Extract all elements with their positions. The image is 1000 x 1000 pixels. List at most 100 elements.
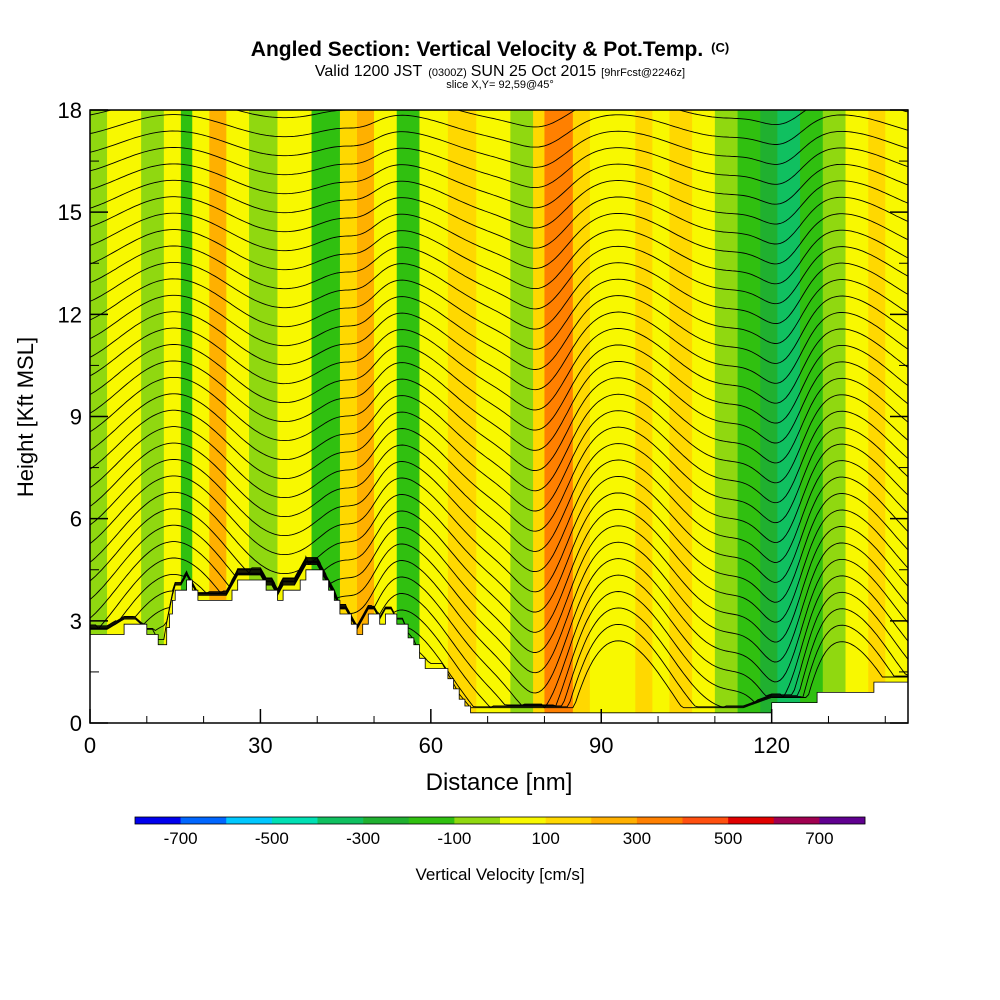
velocity-field xyxy=(90,110,908,723)
colorbar-swatch xyxy=(819,817,866,824)
x-tick-label: 120 xyxy=(753,733,790,758)
colorbar-label: Vertical Velocity [cm/s] xyxy=(415,865,584,884)
velocity-band xyxy=(447,110,477,723)
theta-contour-line xyxy=(90,409,908,512)
colorbar: -700 -500 -300 -100 100 300 500 700 Vertical Vel… xyxy=(134,816,866,884)
velocity-band xyxy=(163,110,182,723)
theta-contour-line xyxy=(90,344,908,431)
y-tick-label: 18 xyxy=(58,98,82,123)
colorbar-swatch xyxy=(454,817,501,824)
theta-contour-line xyxy=(90,541,908,674)
colorbar-tick-label: 300 xyxy=(623,829,651,848)
theta-contour-line xyxy=(90,524,908,653)
colorbar-swatch xyxy=(545,817,592,824)
theta-contour-line xyxy=(90,557,908,694)
colorbar-swatch xyxy=(226,817,273,824)
theta-contour-line xyxy=(90,459,908,573)
velocity-band xyxy=(777,110,801,723)
theta-contour-line xyxy=(90,278,908,350)
velocity-band xyxy=(737,110,761,723)
theta-contour-line xyxy=(90,163,908,209)
theta-contour-line xyxy=(90,327,908,411)
velocity-band xyxy=(800,110,824,723)
theta-contour-line xyxy=(90,426,908,532)
x-tick-label: 60 xyxy=(419,733,443,758)
theta-contour-line xyxy=(90,563,908,708)
colorbar-tick-label: 700 xyxy=(805,829,833,848)
theta-contour-line xyxy=(90,360,908,451)
theta-contour-line xyxy=(90,294,908,370)
theta-contour-line xyxy=(90,491,908,613)
velocity-band xyxy=(339,110,358,723)
velocity-band xyxy=(635,110,653,723)
y-axis-label: Height [Kft MSL] xyxy=(13,337,38,497)
theta-contour-line xyxy=(90,245,908,310)
chart-title: Angled Section: Vertical Velocity & Pot.… xyxy=(251,38,729,61)
y-tick-label: 0 xyxy=(70,711,82,736)
velocity-band xyxy=(419,110,449,723)
theta-contours xyxy=(90,110,908,709)
y-tick-label: 6 xyxy=(70,507,82,532)
colorbar-swatch xyxy=(682,817,729,824)
theta-contour-line xyxy=(90,110,908,128)
x-tick-label: 30 xyxy=(248,733,272,758)
y-tick-label: 12 xyxy=(58,302,82,327)
colorbar-swatch xyxy=(180,817,227,824)
theta-contour-line xyxy=(90,564,908,709)
theta-contour-line xyxy=(90,311,908,391)
theta-contour-line xyxy=(90,147,908,189)
colorbar-swatch xyxy=(363,817,410,824)
velocity-band xyxy=(374,110,398,723)
y-tick-label: 9 xyxy=(70,405,82,430)
chart-title-block: Angled Section: Vertical Velocity & Pot.… xyxy=(251,38,729,91)
colorbar-swatch xyxy=(271,817,318,824)
theta-contour-line xyxy=(90,261,908,330)
velocity-band xyxy=(192,110,210,723)
subtitle-utc-time: (0300Z) xyxy=(428,67,467,79)
colorbar-swatch xyxy=(591,817,638,824)
velocity-band xyxy=(714,110,739,723)
theta-contour-line xyxy=(90,212,908,269)
theta-contour-line xyxy=(90,130,908,168)
terrain xyxy=(89,569,909,724)
theta-contour-line xyxy=(90,376,908,472)
colorbar-swatch xyxy=(636,817,683,824)
theta-contour-line xyxy=(90,475,908,593)
y-tick-label: 3 xyxy=(70,609,82,634)
slice-label: slice X,Y= 92,59@45° xyxy=(446,79,554,91)
subtitle-date: SUN 25 Oct 2015 xyxy=(471,63,597,80)
theta-contour-line xyxy=(90,560,908,709)
velocity-band xyxy=(180,110,193,723)
colorbar-swatch xyxy=(728,817,775,824)
velocity-band xyxy=(356,110,375,723)
colorbar-frame xyxy=(134,816,866,825)
colorbar-tick-label: -300 xyxy=(346,829,380,848)
colorbar-tick-label: -500 xyxy=(255,829,289,848)
velocity-band xyxy=(822,110,847,723)
subtitle-forecast: [9hrFcst@2246z] xyxy=(601,67,685,79)
colorbar-swatch xyxy=(500,817,546,824)
x-axis-label: Distance [nm] xyxy=(426,769,573,796)
theta-contour-line xyxy=(90,562,908,709)
velocity-band xyxy=(760,110,778,723)
colorbar-tick-label: -100 xyxy=(437,829,471,848)
chart-title-units: (C) xyxy=(711,40,729,55)
colorbar-tick-label: -700 xyxy=(164,829,198,848)
theta-contour-line xyxy=(90,196,908,249)
chart-subtitle: Valid 1200 JST (0300Z) SUN 25 Oct 2015 [9hr… xyxy=(315,63,685,80)
velocity-band xyxy=(669,110,693,723)
theta-contour-line xyxy=(90,114,908,148)
subtitle-valid-time: Valid 1200 JST xyxy=(315,63,423,80)
theta-contour-line xyxy=(90,442,908,552)
theta-contour-line xyxy=(90,179,908,229)
colorbar-swatch xyxy=(408,817,455,824)
y-tick-label: 15 xyxy=(58,200,82,225)
colorbar-swatch xyxy=(135,817,181,824)
colorbar-tick-label: 100 xyxy=(531,829,559,848)
velocity-band xyxy=(692,110,716,723)
x-tick-label: 0 xyxy=(84,733,96,758)
velocity-band xyxy=(533,110,546,723)
theta-contour-line xyxy=(90,393,908,492)
theta-contour-line xyxy=(90,508,908,633)
